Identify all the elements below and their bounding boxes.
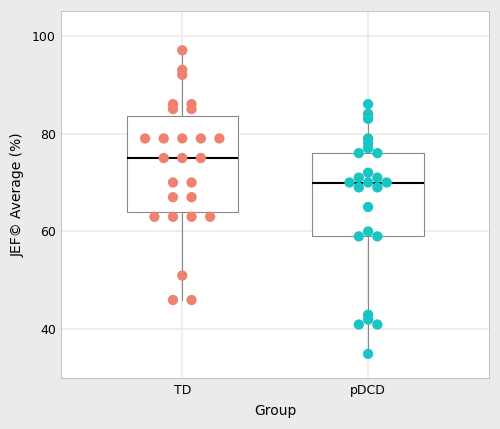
Point bbox=[188, 179, 196, 186]
Point bbox=[150, 213, 158, 220]
Point bbox=[355, 233, 363, 240]
Point bbox=[364, 101, 372, 108]
Point bbox=[216, 135, 224, 142]
Point bbox=[364, 140, 372, 147]
Y-axis label: JEF© Average (%): JEF© Average (%) bbox=[11, 133, 25, 257]
Point bbox=[169, 106, 177, 112]
Point bbox=[374, 184, 382, 191]
Point bbox=[188, 101, 196, 108]
Point bbox=[169, 179, 177, 186]
Point bbox=[169, 194, 177, 201]
Point bbox=[364, 228, 372, 235]
Point bbox=[364, 111, 372, 118]
Point bbox=[364, 311, 372, 318]
Point bbox=[346, 179, 354, 186]
Point bbox=[178, 154, 186, 161]
Point bbox=[178, 272, 186, 279]
Point bbox=[160, 154, 168, 161]
Point bbox=[374, 233, 382, 240]
Point bbox=[355, 184, 363, 191]
Point bbox=[160, 135, 168, 142]
Point bbox=[169, 213, 177, 220]
Point bbox=[364, 179, 372, 186]
X-axis label: Group: Group bbox=[254, 404, 296, 418]
Point bbox=[374, 174, 382, 181]
Point bbox=[364, 145, 372, 152]
Point bbox=[178, 47, 186, 54]
Point bbox=[374, 150, 382, 157]
Point bbox=[364, 204, 372, 211]
Point bbox=[355, 321, 363, 328]
Point bbox=[169, 101, 177, 108]
Point bbox=[364, 169, 372, 176]
Point bbox=[188, 213, 196, 220]
Point bbox=[188, 194, 196, 201]
Point bbox=[197, 135, 205, 142]
Point bbox=[364, 316, 372, 323]
Point bbox=[364, 135, 372, 142]
Point bbox=[206, 213, 214, 220]
Point bbox=[364, 115, 372, 122]
Point bbox=[188, 296, 196, 303]
Point bbox=[355, 150, 363, 157]
Point bbox=[197, 154, 205, 161]
Point bbox=[169, 296, 177, 303]
Point bbox=[355, 174, 363, 181]
Point bbox=[178, 135, 186, 142]
Point bbox=[188, 106, 196, 112]
Point bbox=[141, 135, 149, 142]
PathPatch shape bbox=[312, 153, 424, 236]
Point bbox=[382, 179, 390, 186]
Point bbox=[364, 350, 372, 357]
Point bbox=[178, 66, 186, 73]
PathPatch shape bbox=[126, 116, 238, 212]
Point bbox=[374, 321, 382, 328]
Point bbox=[178, 71, 186, 78]
